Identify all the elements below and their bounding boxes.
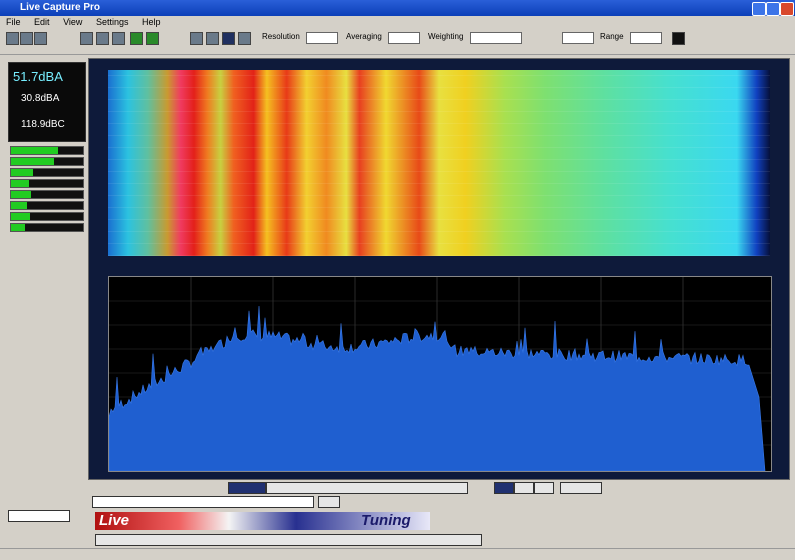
toolbar-label: Resolution: [262, 32, 300, 41]
tool-button[interactable]: [190, 32, 203, 45]
tool-button[interactable]: [146, 32, 159, 45]
close-button[interactable]: [780, 2, 794, 16]
readout: 51.7dBA: [13, 69, 63, 84]
toolbar-label: Weighting: [428, 32, 464, 41]
tool-button[interactable]: [80, 32, 93, 45]
menu-bar: File Edit View Settings Help: [0, 16, 795, 28]
tool-button[interactable]: [672, 32, 685, 45]
menu-item[interactable]: File: [6, 17, 21, 27]
brand-banner: Live Tuning: [95, 512, 430, 530]
minimize-button[interactable]: [752, 2, 766, 16]
tool-button[interactable]: [6, 32, 19, 45]
channel-meter: [10, 190, 84, 199]
toolbar-label: Range: [600, 32, 624, 41]
button[interactable]: [560, 482, 602, 494]
button-group[interactable]: [266, 482, 468, 494]
channel-meter: [10, 168, 84, 177]
dropdown[interactable]: [470, 32, 522, 44]
tool-button[interactable]: [112, 32, 125, 45]
tool-button[interactable]: [222, 32, 235, 45]
title-bar: Live Capture Pro: [0, 0, 795, 16]
status-bar: [0, 548, 795, 560]
banner-text: Tuning: [361, 512, 411, 529]
spectrum-plot: [108, 276, 772, 472]
menu-item[interactable]: Help: [141, 17, 161, 27]
channel-meter: [10, 201, 84, 210]
button[interactable]: [318, 496, 340, 508]
channel-meter: [10, 157, 84, 166]
toolbar-label: Averaging: [346, 32, 382, 41]
channel-meter: [10, 223, 84, 232]
menu-item[interactable]: Edit: [34, 17, 50, 27]
tool-button[interactable]: [130, 32, 143, 45]
tool-button[interactable]: [238, 32, 251, 45]
input[interactable]: [8, 510, 70, 522]
readout: 30.8dBA: [21, 93, 60, 104]
toolbar: Resolution Averaging Weighting Range: [0, 28, 795, 55]
tool-button[interactable]: [20, 32, 33, 45]
menu-item[interactable]: Settings: [95, 17, 129, 27]
spectrum-fill: [108, 305, 766, 472]
readout: 118.9dBC: [21, 119, 65, 130]
tab-strip[interactable]: [95, 534, 482, 546]
spectrogram: [108, 70, 770, 256]
channel-meter: [10, 146, 84, 155]
channel-meter: [10, 212, 84, 221]
dropdown[interactable]: [388, 32, 420, 44]
button[interactable]: [228, 482, 266, 494]
tool-button[interactable]: [34, 32, 47, 45]
menu-item[interactable]: View: [63, 17, 83, 27]
banner-text: Live: [99, 512, 130, 529]
spectrum-graphic: [108, 277, 771, 472]
button[interactable]: [494, 482, 514, 494]
dropdown[interactable]: [562, 32, 594, 44]
tool-button[interactable]: [96, 32, 109, 45]
channel-meter: [10, 179, 84, 188]
button[interactable]: [514, 482, 534, 494]
dropdown[interactable]: [630, 32, 662, 44]
level-readouts: 51.7dBA 30.8dBA 118.9dBC: [8, 62, 86, 142]
maximize-button[interactable]: [766, 2, 780, 16]
tool-button[interactable]: [206, 32, 219, 45]
controls: [88, 480, 788, 510]
dropdown[interactable]: [306, 32, 338, 44]
input[interactable]: [92, 496, 314, 508]
button[interactable]: [534, 482, 554, 494]
